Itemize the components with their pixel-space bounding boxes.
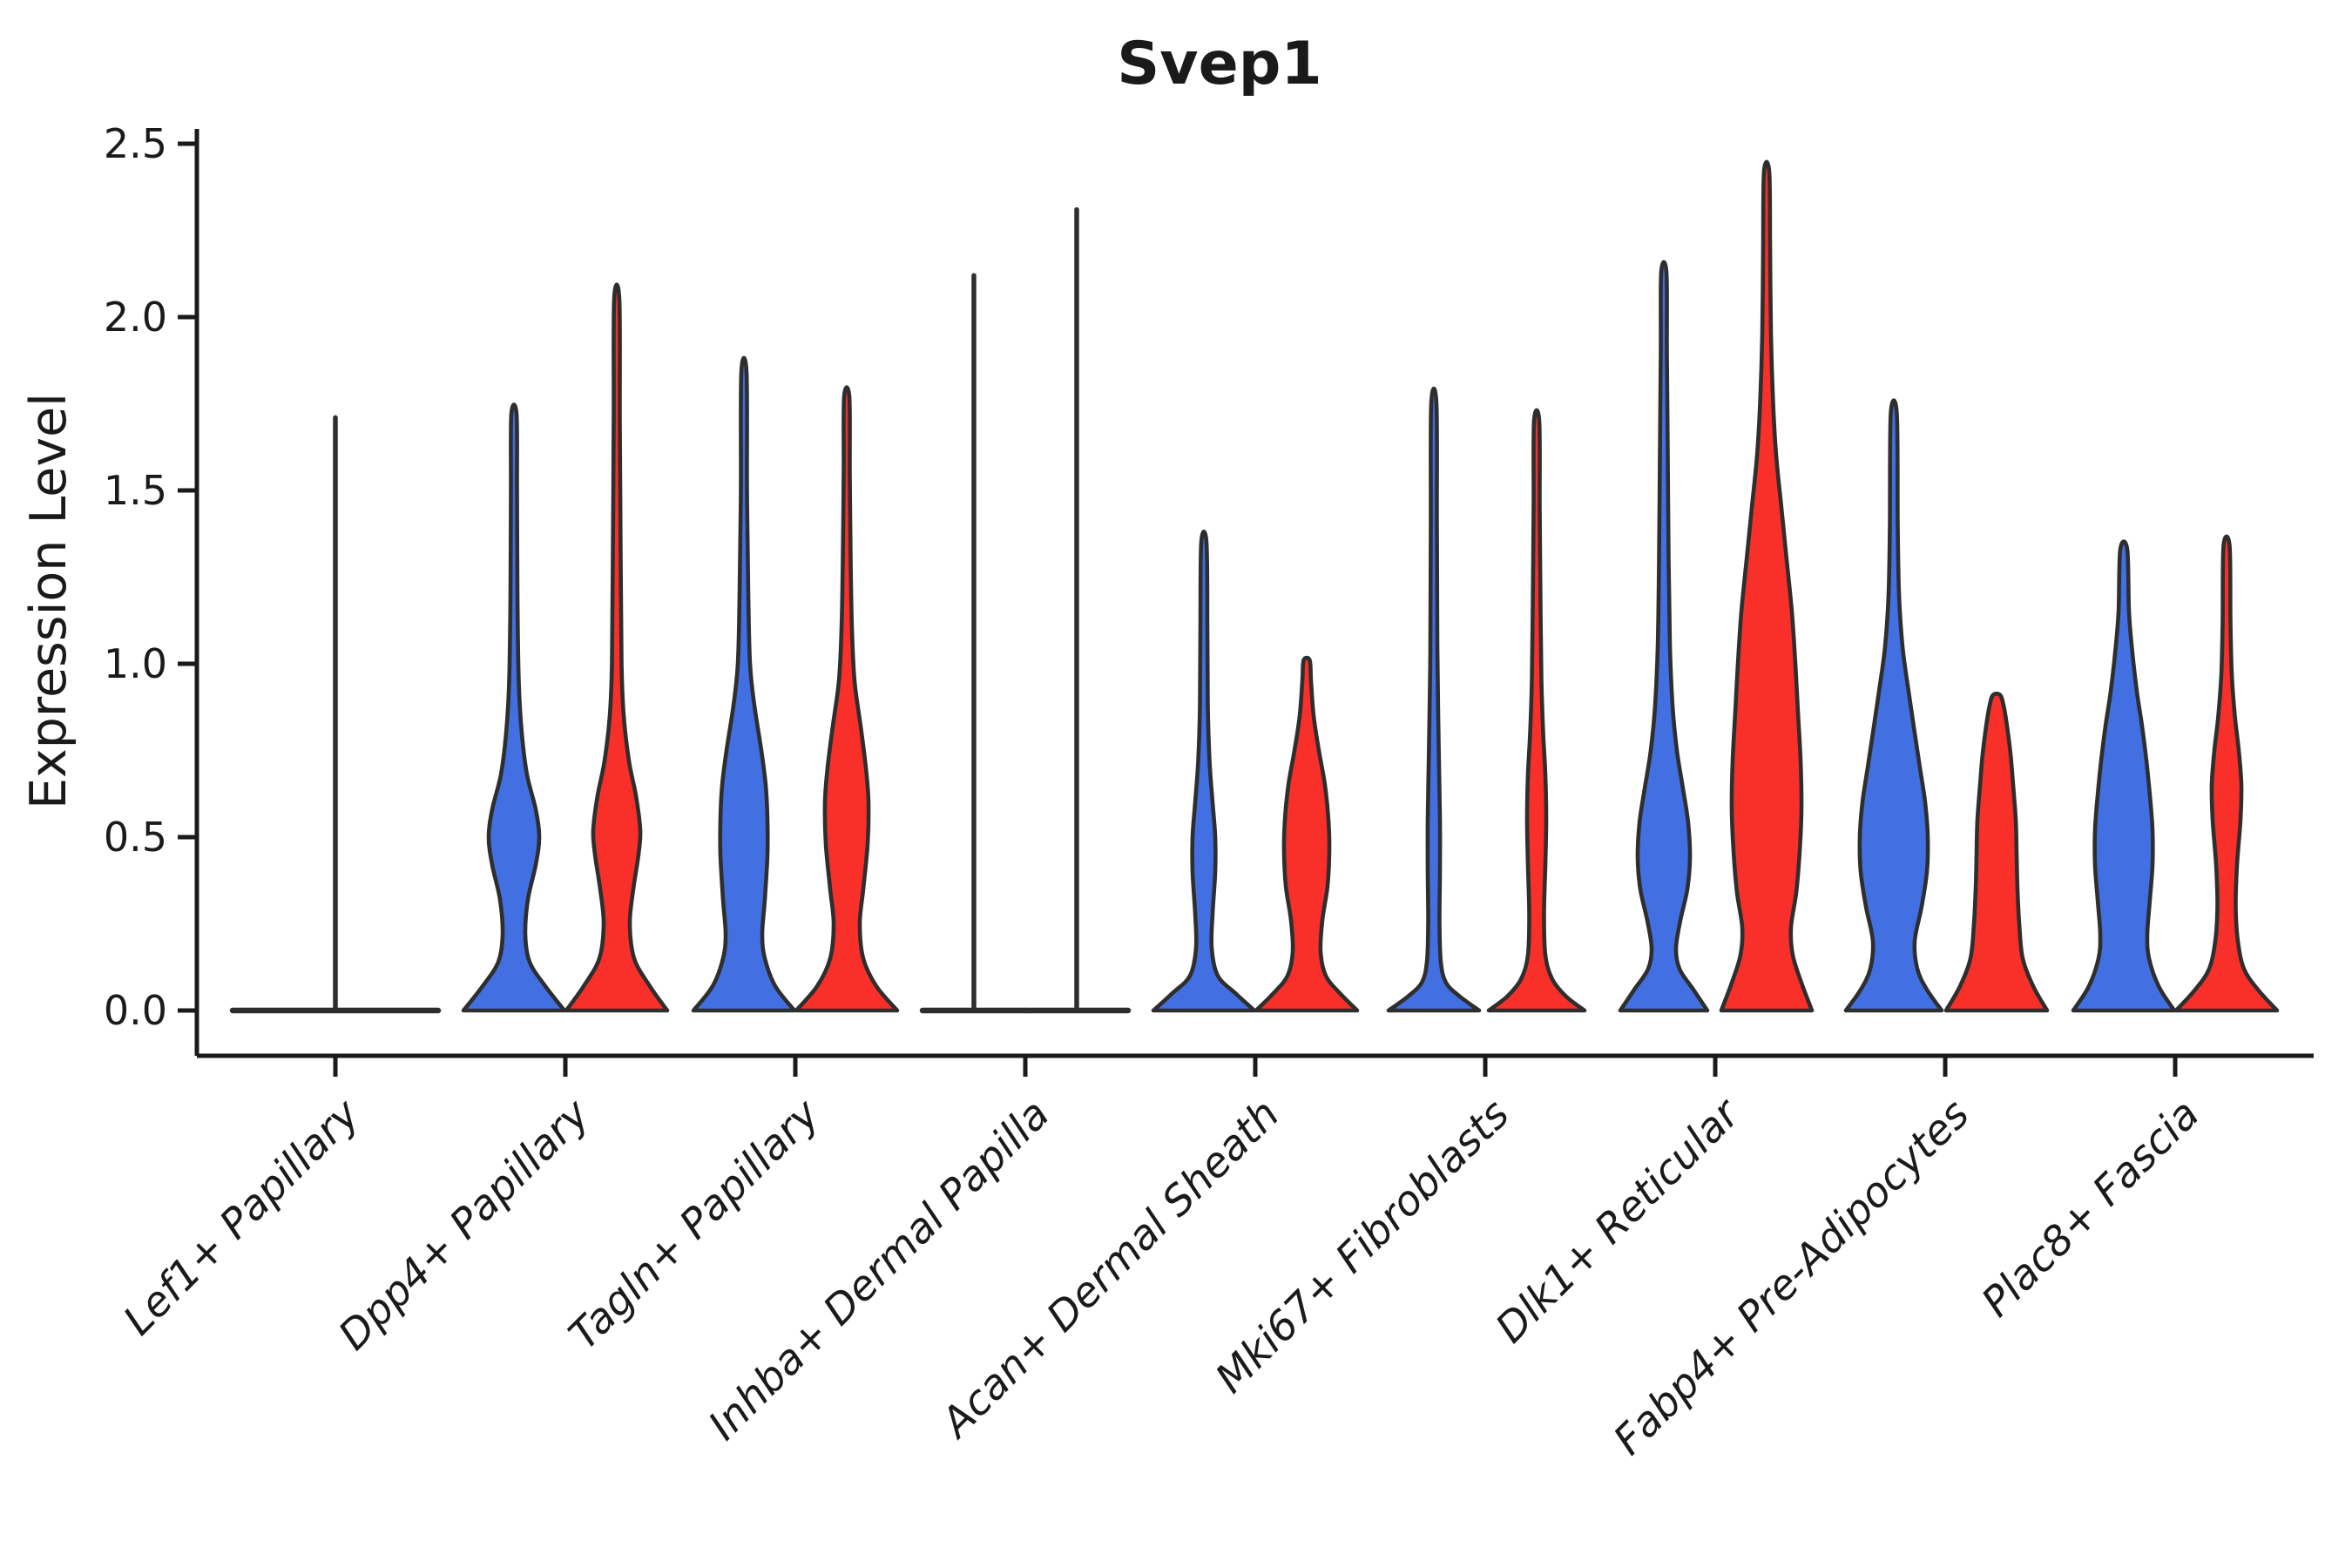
chart-title: Svep1 bbox=[1117, 30, 1321, 98]
x-tick-label-dpp4-papillary: Dpp4+ Papillary bbox=[329, 1090, 599, 1360]
y-tick-label: 2.5 bbox=[104, 120, 167, 167]
violin-red-dpp4-papillary bbox=[564, 282, 670, 1013]
violin-blue-mki67-fibroblasts bbox=[1386, 386, 1482, 1013]
violin-red-plac8-fascia bbox=[2173, 534, 2280, 1013]
violin-red-mki67-fibroblasts bbox=[1486, 408, 1587, 1013]
violin-red-acan-dermal-sheath bbox=[1254, 655, 1360, 1013]
x-tick-label-lef1-papillary: Lef1+ Papillary bbox=[114, 1090, 369, 1345]
violin-blue-fabp4-pre-adipocytes bbox=[1843, 398, 1944, 1013]
x-tick-label-plac8-fascia: Plac8+ Fascia bbox=[1972, 1091, 2208, 1327]
y-tick-label: 0.5 bbox=[104, 814, 167, 861]
violin-blue-plac8-fascia bbox=[2071, 539, 2177, 1013]
y-tick-label: 1.5 bbox=[104, 467, 167, 514]
violin-blue-dlk1-reticular bbox=[1618, 260, 1710, 1013]
y-axis-label: Expression Level bbox=[20, 393, 78, 809]
violin-blue-acan-dermal-sheath bbox=[1151, 529, 1257, 1013]
x-tick-label-tagln-papillary: Tagln+ Papillary bbox=[560, 1090, 830, 1360]
y-tick-label: 1.0 bbox=[104, 640, 167, 687]
violin-red-fabp4-pre-adipocytes bbox=[1943, 692, 2050, 1013]
violin-blue-dpp4-papillary bbox=[461, 402, 567, 1013]
y-tick-label: 0.0 bbox=[104, 987, 167, 1034]
x-tick-label-dlk1-reticular: Dlk1+ Reticular bbox=[1487, 1089, 1751, 1353]
violin-red-tagln-papillary bbox=[794, 385, 900, 1013]
y-tick-label: 2.0 bbox=[104, 294, 167, 341]
violin-blue-tagln-papillary bbox=[691, 355, 797, 1013]
violin-red-dlk1-reticular bbox=[1719, 159, 1815, 1013]
